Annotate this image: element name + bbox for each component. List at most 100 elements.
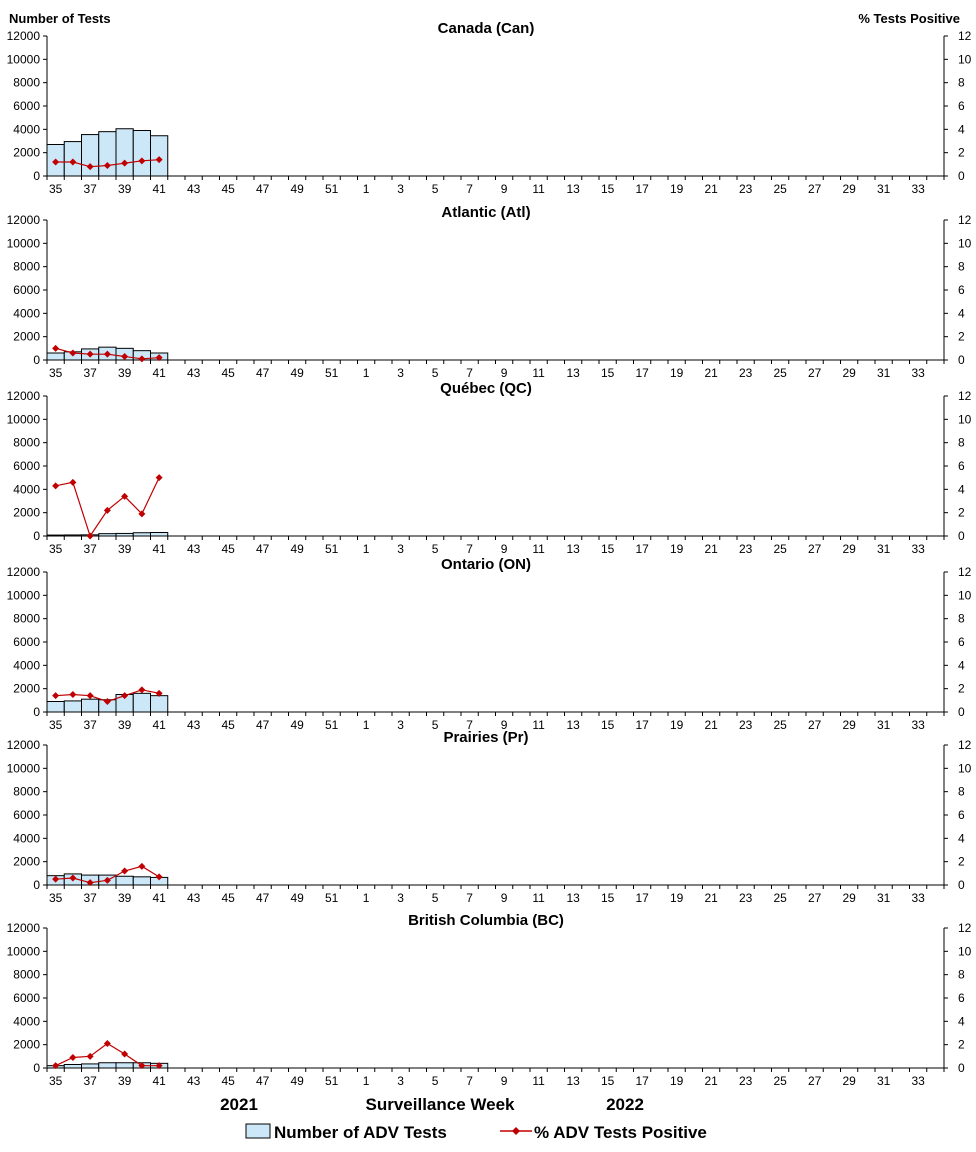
x-tick-label: 27 (808, 542, 822, 556)
right-tick-label: 6 (958, 635, 965, 649)
right-tick-label: 2 (958, 506, 965, 520)
positivity-point-week-35 (52, 692, 60, 700)
left-tick-label: 4000 (13, 482, 40, 496)
positivity-point-week-40 (138, 157, 146, 165)
x-tick-label: 43 (187, 182, 201, 196)
left-tick-label: 0 (33, 169, 40, 183)
x-tick-label: 45 (221, 542, 235, 556)
x-tick-label: 15 (601, 718, 615, 732)
x-tick-label: 41 (152, 542, 166, 556)
bar-week-41 (150, 532, 169, 537)
x-tick-label: 35 (49, 366, 63, 380)
x-tick-label: 9 (501, 182, 508, 196)
right-tick-label: 0 (958, 1061, 965, 1075)
x-tick-label: 33 (911, 366, 925, 380)
x-tick-label: 7 (466, 542, 473, 556)
legend-bar-swatch (245, 1123, 271, 1139)
bar-week-35 (46, 534, 65, 537)
positivity-point-week-38 (103, 1040, 111, 1047)
x-tick-label: 39 (118, 182, 132, 196)
x-tick-label: 19 (670, 542, 684, 556)
right-tick-label: 6 (958, 991, 965, 1005)
x-axis-title: Surveillance Week (366, 1095, 516, 1114)
year-label-2021: 2021 (220, 1095, 258, 1114)
x-tick-label: 27 (808, 182, 822, 196)
positivity-point-week-40 (138, 355, 146, 363)
x-tick-label: 51 (325, 366, 339, 380)
bar-week-40 (132, 692, 151, 713)
x-tick-label: 15 (601, 891, 615, 905)
left-tick-label: 0 (33, 705, 40, 719)
positivity-point-week-36 (69, 874, 77, 882)
x-tick-label: 19 (670, 366, 684, 380)
x-tick-label: 45 (221, 891, 235, 905)
x-tick-label: 51 (325, 542, 339, 556)
left-tick-label: 8000 (13, 260, 40, 274)
x-tick-label: 45 (221, 718, 235, 732)
x-tick-label: 15 (601, 542, 615, 556)
left-tick-label: 0 (33, 353, 40, 367)
x-tick-label: 39 (118, 1074, 132, 1088)
positivity-point-week-41 (155, 689, 163, 697)
right-tick-label: 12 (958, 738, 972, 752)
x-tick-label: 27 (808, 891, 822, 905)
x-tick-label: 43 (187, 366, 201, 380)
x-tick-label: 43 (187, 891, 201, 905)
x-tick-label: 25 (773, 1074, 787, 1088)
bar-week-36 (63, 700, 82, 713)
right-tick-label: 4 (958, 122, 965, 136)
right-tick-label: 8 (958, 785, 965, 799)
right-tick-label: 10 (958, 52, 972, 66)
left-tick-label: 4000 (13, 306, 40, 320)
positivity-point-week-39 (121, 867, 129, 875)
x-tick-label: 19 (670, 718, 684, 732)
x-tick-label: 47 (256, 182, 270, 196)
left-tick-label: 4000 (13, 122, 40, 136)
year-label-2022: 2022 (606, 1095, 644, 1114)
x-tick-label: 3 (397, 891, 404, 905)
left-tick-label: 6000 (13, 459, 40, 473)
bar-week-39 (115, 1062, 134, 1069)
positivity-point-week-39 (121, 692, 129, 700)
left-tick-label: 10000 (7, 52, 41, 66)
x-tick-label: 37 (83, 182, 97, 196)
right-tick-label: 10 (958, 761, 972, 775)
bar-week-35 (46, 352, 65, 361)
x-tick-label: 15 (601, 1074, 615, 1088)
x-tick-label: 47 (256, 1074, 270, 1088)
positivity-point-week-38 (103, 350, 111, 358)
x-tick-label: 47 (256, 891, 270, 905)
x-tick-label: 49 (290, 1074, 304, 1088)
right-tick-label: 0 (958, 878, 965, 892)
x-tick-label: 23 (739, 718, 753, 732)
positivity-point-week-36 (69, 691, 77, 698)
panel-qu-bec-qc: Québec (QC) 0 2000 4000 6000 8000 10000 12000 0 2… (7, 380, 972, 556)
positivity-point-week-41 (155, 1062, 163, 1070)
x-tick-label: 11 (532, 1074, 545, 1088)
x-tick-label: 25 (773, 891, 787, 905)
x-tick-label: 7 (466, 891, 473, 905)
x-tick-label: 51 (325, 891, 339, 905)
positivity-point-week-39 (121, 1050, 129, 1058)
x-tick-label: 13 (566, 366, 580, 380)
left-tick-label: 8000 (13, 785, 40, 799)
bar-week-37 (81, 698, 100, 713)
positivity-point-week-38 (103, 876, 111, 884)
positivity-point-week-39 (121, 492, 129, 500)
x-tick-label: 11 (532, 366, 545, 380)
x-tick-label: 35 (49, 891, 63, 905)
left-tick-label: 4000 (13, 831, 40, 845)
positivity-point-week-40 (138, 862, 146, 870)
x-tick-label: 37 (83, 542, 97, 556)
right-tick-label: 2 (958, 682, 965, 696)
positivity-point-week-37 (86, 163, 94, 171)
x-tick-label: 29 (842, 718, 856, 732)
x-tick-label: 23 (739, 182, 753, 196)
positivity-point-week-36 (69, 349, 77, 357)
positivity-point-week-38 (103, 698, 111, 705)
x-tick-label: 9 (501, 366, 508, 380)
x-tick-label: 3 (397, 542, 404, 556)
x-tick-label: 21 (704, 891, 718, 905)
right-tick-label: 0 (958, 529, 965, 543)
x-tick-label: 49 (290, 182, 304, 196)
